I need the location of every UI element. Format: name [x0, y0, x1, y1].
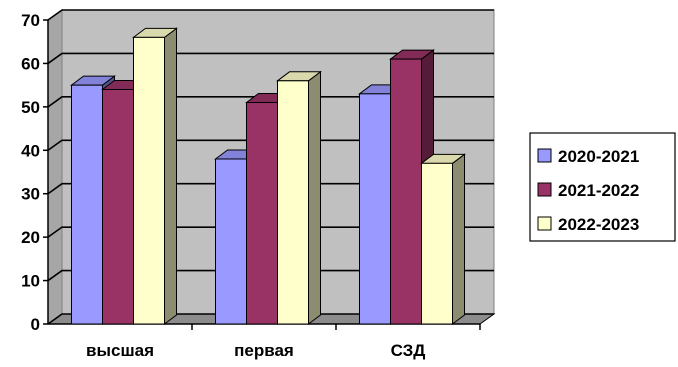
- y-tick-label: 70: [21, 11, 40, 30]
- y-tick-label: 50: [21, 98, 40, 117]
- bar-side: [308, 70, 321, 325]
- y-tick-label: 0: [31, 315, 40, 334]
- legend: 2020-2021 2021-2022 2022-2023: [529, 132, 676, 242]
- y-tick-label: 10: [21, 272, 40, 291]
- legend-swatch: [537, 216, 552, 231]
- bar-side: [452, 153, 465, 325]
- legend-swatch: [537, 182, 552, 197]
- bar: [421, 162, 453, 325]
- bar: [359, 93, 391, 325]
- bars: [70, 27, 466, 325]
- legend-box: [529, 132, 676, 242]
- bar: [102, 88, 134, 325]
- y-tick-label: 40: [21, 141, 40, 160]
- legend-label: 2021-2022: [558, 181, 639, 200]
- gridline: [47, 9, 494, 21]
- side-wall: [47, 9, 63, 325]
- legend-swatch: [537, 148, 552, 163]
- gridline: [47, 182, 494, 195]
- gridline: [47, 226, 494, 238]
- y-tick-label: 60: [21, 54, 40, 73]
- legend-label: 2022-2023: [558, 215, 639, 234]
- x-tick-label: первая: [234, 341, 294, 360]
- gridline: [47, 52, 494, 65]
- tick-labels: 0 10 20 30 40 50 60 70 высшая первая СЗД: [21, 11, 425, 360]
- gridlines: [47, 9, 494, 325]
- bar: [390, 58, 422, 325]
- x-tick-label: высшая: [86, 341, 154, 360]
- bar-side: [164, 27, 177, 325]
- bar: [277, 80, 309, 325]
- gridline: [47, 96, 494, 108]
- bar: [71, 84, 103, 325]
- legend-label: 2020-2021: [558, 147, 639, 166]
- gridline: [47, 139, 494, 151]
- gridline: [47, 269, 494, 282]
- bar: [215, 158, 247, 325]
- x-tick-label: СЗД: [391, 341, 426, 360]
- bar: [246, 102, 278, 325]
- y-tick-label: 30: [21, 185, 40, 204]
- gridline: [47, 313, 494, 325]
- bar: [133, 36, 165, 325]
- y-tick-label: 20: [21, 228, 40, 247]
